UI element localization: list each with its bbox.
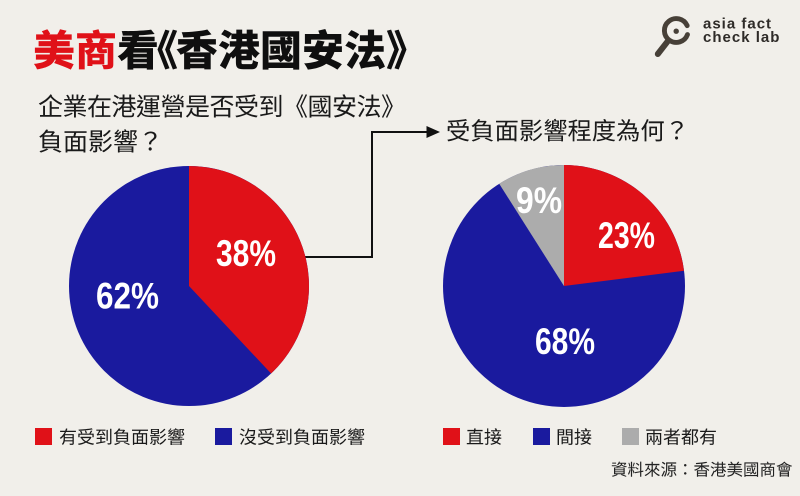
svg-text:38%: 38% xyxy=(216,232,276,274)
svg-text:asia fact: asia fact xyxy=(703,16,772,33)
svg-text:check lab: check lab xyxy=(703,29,780,46)
svg-text:9%: 9% xyxy=(516,179,562,221)
svg-text:62%: 62% xyxy=(96,275,159,317)
svg-text:23%: 23% xyxy=(598,214,655,256)
svg-text:68%: 68% xyxy=(535,320,595,362)
